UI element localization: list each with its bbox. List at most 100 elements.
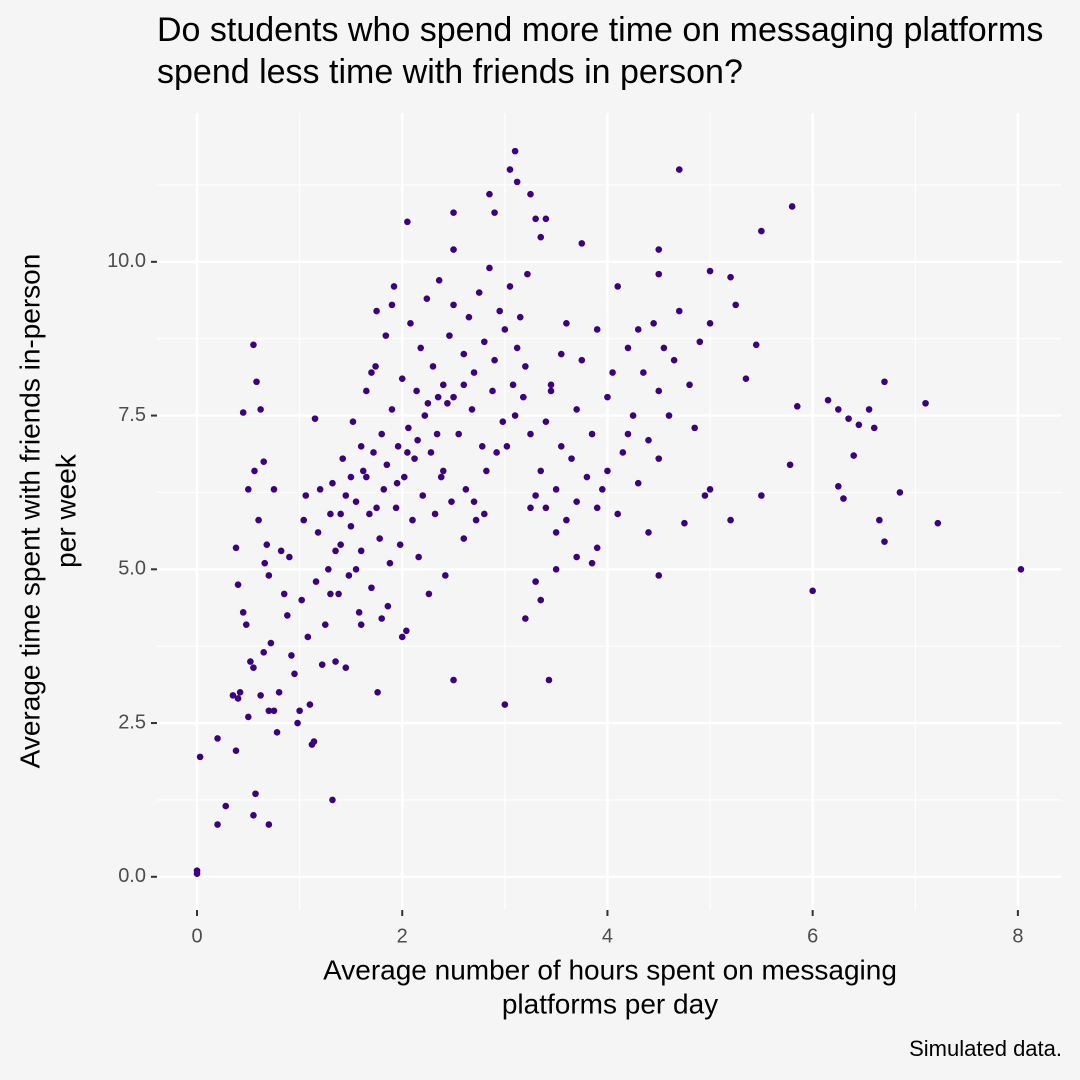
point [407, 320, 414, 327]
point [250, 341, 257, 349]
point [478, 443, 486, 450]
point [265, 821, 273, 828]
point [382, 332, 390, 339]
point [247, 658, 254, 665]
point [429, 363, 437, 370]
point [609, 369, 616, 376]
point [511, 147, 519, 155]
point [332, 547, 339, 555]
point [439, 467, 447, 475]
point [604, 467, 611, 475]
point [423, 295, 431, 303]
point [260, 649, 268, 656]
point [493, 449, 500, 456]
point [386, 559, 394, 567]
point [552, 529, 560, 536]
point [865, 406, 873, 413]
point [414, 436, 421, 444]
point [513, 178, 521, 186]
point [809, 587, 816, 595]
point [645, 436, 652, 444]
point [675, 166, 683, 173]
point [840, 495, 847, 502]
caption: Simulated data. [909, 1036, 1062, 1061]
point [239, 409, 247, 416]
point [522, 363, 529, 370]
point [624, 430, 632, 438]
point [234, 581, 242, 588]
point [691, 424, 698, 432]
point [347, 473, 355, 481]
point [388, 301, 396, 309]
point [491, 209, 498, 216]
point [352, 566, 360, 573]
point [304, 633, 312, 641]
y-axis-title: Average time spent with friends in-perso… [14, 254, 45, 769]
point [439, 381, 447, 389]
point [419, 492, 427, 499]
point [732, 301, 740, 309]
point [670, 356, 678, 364]
point [537, 596, 545, 604]
point [532, 578, 539, 585]
point [400, 473, 408, 481]
point [509, 381, 517, 389]
point [483, 467, 490, 475]
point [824, 396, 832, 404]
point [374, 689, 381, 696]
point [409, 516, 416, 524]
point [752, 341, 760, 349]
point [337, 541, 344, 549]
point [383, 461, 391, 469]
point [427, 449, 435, 456]
y-tick-label: 0.0 [118, 865, 146, 887]
point [442, 572, 449, 579]
point [460, 535, 468, 542]
point [337, 510, 344, 518]
point [706, 320, 714, 327]
point [298, 596, 305, 604]
point [332, 658, 339, 665]
point [460, 381, 468, 389]
x-tick-label: 6 [807, 925, 818, 947]
point [390, 283, 398, 290]
point [896, 489, 904, 496]
point [793, 403, 801, 410]
point [306, 701, 314, 708]
point [368, 369, 375, 376]
point [742, 375, 750, 382]
point [542, 215, 550, 223]
point [270, 707, 278, 715]
point [425, 590, 433, 598]
point [396, 541, 404, 549]
point [234, 695, 242, 702]
point [486, 190, 493, 198]
point [263, 541, 271, 549]
point [655, 270, 663, 278]
point [314, 529, 322, 536]
point [501, 326, 509, 333]
point [881, 378, 888, 386]
point [352, 498, 360, 505]
point [727, 273, 734, 281]
point [214, 821, 221, 828]
point [470, 498, 478, 505]
point [675, 307, 683, 315]
y-tick-label: 5.0 [118, 558, 146, 580]
point [245, 486, 252, 493]
point [619, 449, 627, 456]
chart-title: spend less time with friends in person? [157, 53, 743, 91]
point [252, 790, 259, 798]
point [835, 406, 842, 413]
point [284, 612, 291, 619]
point [655, 572, 663, 579]
point [251, 467, 258, 475]
point [788, 203, 796, 210]
point [557, 350, 565, 358]
point [855, 421, 863, 429]
point [434, 393, 442, 401]
point [634, 326, 642, 333]
point [450, 246, 457, 253]
point [934, 519, 942, 527]
point [593, 504, 601, 512]
